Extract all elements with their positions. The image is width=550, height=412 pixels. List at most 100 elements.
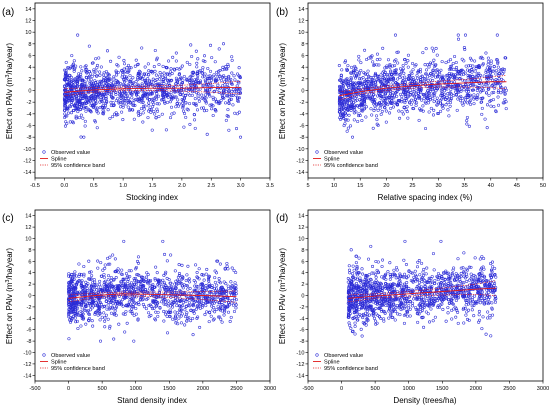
panel-a-y-tick-label: 12 [25, 19, 31, 25]
panel-b-observed-point [426, 94, 430, 98]
panel-a-observed-point [173, 89, 177, 93]
panel-a-observed-point [170, 72, 174, 76]
panel-b-observed-point [396, 50, 400, 54]
panel-a-observed-point [130, 92, 134, 97]
panel-a-observed-point [175, 79, 179, 83]
panel-b-observed-point [496, 89, 501, 93]
panel-a-observed-point [227, 98, 231, 102]
panel-b-observed-point [406, 116, 410, 120]
panel-a-observed-point [133, 104, 137, 108]
panel-a-observed-point [190, 71, 194, 75]
panel-b-x-tick-label: 50 [540, 183, 546, 189]
panel-b-observed-point [356, 119, 360, 124]
panel-b-observed-point [353, 99, 357, 103]
panel-a-observed-point [229, 81, 233, 85]
panel-a-observed-point [85, 76, 89, 80]
panel-a-observed-point [136, 97, 140, 102]
panel-a-observed-point [83, 65, 87, 69]
panel-a-observed-point [144, 80, 148, 84]
panel-a-observed-point [223, 83, 227, 87]
panel-b-observed-point [389, 106, 393, 110]
panel-a-observed-point [105, 49, 110, 53]
panel-b-observed-point [419, 90, 423, 94]
panel-a-observed-point [221, 65, 225, 69]
panel-b-observed-point [363, 102, 367, 106]
panel-a-observed-point [188, 75, 192, 79]
panel-a-observed-point [114, 70, 118, 74]
panel-b-observed-point [350, 97, 354, 101]
panel-a-observed-point [150, 92, 154, 96]
panel-a-observed-point [102, 110, 106, 114]
panel-b-observed-point [421, 81, 425, 85]
panel-b-observed-point [414, 103, 418, 108]
panel-c-x-tick-label: 3000 [264, 386, 276, 392]
panel-b-observed-point [458, 99, 463, 103]
panel-b-observed-point [439, 109, 443, 113]
panel-a-observed-point [118, 90, 122, 94]
panel-a-observed-point [237, 96, 241, 100]
panel-b-observed-point [444, 103, 448, 107]
panel-b-observed-point [379, 112, 383, 116]
panel-a-observed-point [63, 68, 67, 72]
panel-b-observed-point [448, 104, 452, 108]
panel-b-observed-point [376, 108, 380, 112]
panel-a-observed-point [74, 116, 78, 120]
panel-a-observed-point [149, 107, 153, 112]
panel-b-observed-point [498, 84, 502, 88]
panel-b-observed-point [412, 90, 416, 94]
panel-a-observed-point [234, 127, 239, 131]
panel-b-observed-point [464, 64, 468, 68]
panel-a-observed-point [183, 112, 187, 116]
panel-b-observed-point [344, 113, 348, 117]
panel-a-observed-point [116, 113, 120, 117]
panel-a-observed-point [181, 103, 185, 107]
panel-b-observed-point [420, 108, 424, 112]
panel-a-observed-point [162, 81, 166, 86]
panel-a-observed-point [194, 103, 198, 107]
panel-a-observed-point [180, 82, 184, 86]
panel-a-observed-point [105, 75, 109, 79]
panel-a-observed-point [211, 114, 215, 118]
panel-a-observed-point [130, 96, 134, 100]
panel-b-observed-point [417, 118, 421, 122]
panel-b-observed-point [465, 79, 469, 83]
panel-b-observed-point [415, 101, 419, 105]
panel-a-observed-point [86, 86, 90, 90]
panel-a-observed-point [192, 87, 196, 91]
panel-a-y-tick-label: -12 [23, 159, 31, 165]
panel-b-observed-point [453, 86, 457, 90]
panel-a-observed-point [119, 84, 123, 88]
panel-b-observed-point [367, 56, 371, 60]
panel-b-y-tick-label: -14 [296, 170, 304, 176]
panel-b-observed-point [358, 71, 362, 75]
panel-b-observed-point [420, 98, 424, 102]
panel-a-observed-point [209, 43, 213, 47]
panel-a-observed-point [214, 100, 218, 104]
panel-a-confidence-band-upper [64, 80, 241, 90]
panel-b-observed-point [338, 113, 342, 117]
panel-b-observed-point [396, 100, 400, 104]
panel-a-observed-point [136, 78, 140, 82]
panel-b-observed-point [382, 105, 387, 109]
panel-b-observed-point [478, 73, 482, 77]
panel-b-observed-point [402, 90, 406, 94]
panel-b-observed-point [411, 62, 415, 66]
panel-a-observed-point [224, 78, 228, 82]
panel-a-observed-point [169, 79, 173, 83]
panel-a-observed-point [155, 92, 159, 96]
panel-b-x-tick-label: 45 [514, 183, 520, 189]
panel-a-observed-point [91, 103, 95, 107]
panel-b-x-tick-label: 10 [331, 183, 337, 189]
panel-a-observed-point [128, 108, 132, 112]
panel-b-observed-point [388, 111, 392, 115]
panel-a-observed-point [214, 109, 218, 113]
panel-a-observed-point [126, 105, 130, 109]
panel-b-y-tick-label: 0 [301, 89, 304, 95]
panel-b-observed-point [350, 65, 354, 69]
panel-a-observed-point [69, 75, 73, 79]
panel-b-y-axis-label-main: Effect on PAIv (m [278, 77, 287, 139]
panel-a-y-tick-label: 14 [25, 7, 31, 13]
panel-a-observed-point [157, 62, 161, 67]
panel-a-observed-point [87, 44, 91, 48]
panel-b-observed-point [474, 66, 478, 70]
